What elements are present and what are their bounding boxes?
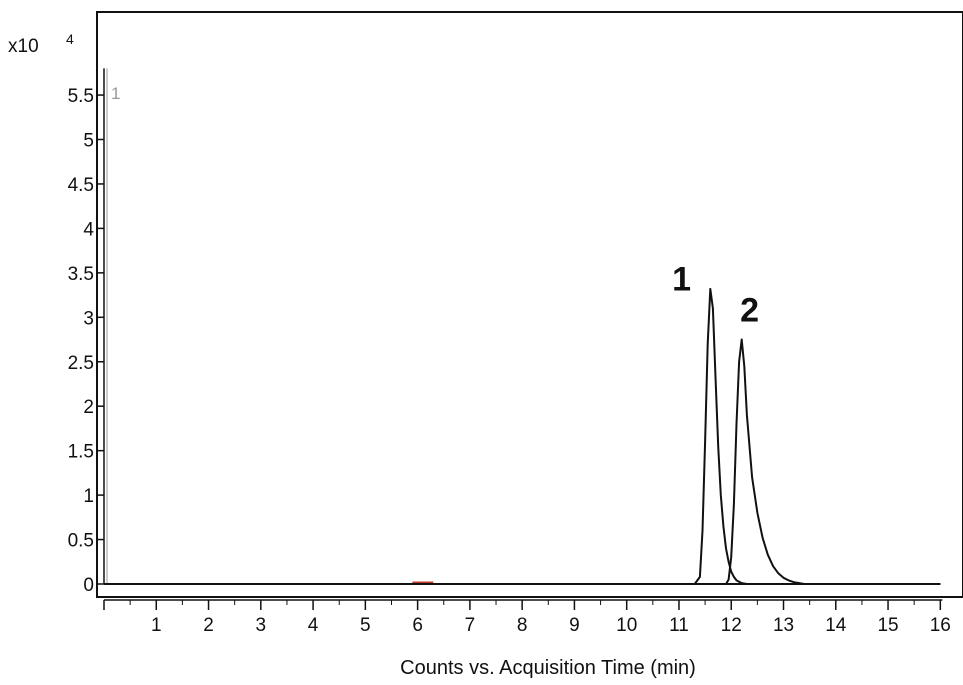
trace-number-label: 1 [111, 84, 120, 103]
y-tick-label: 3 [83, 308, 94, 329]
x-tick-label: 4 [308, 615, 319, 636]
x-tick-label: 3 [256, 615, 267, 636]
y-tick-label: 4 [83, 219, 94, 240]
y-tick-label: 0 [83, 575, 94, 596]
series-line-1 [104, 287, 941, 585]
y-tick-label: 4.5 [68, 175, 94, 196]
x-tick-label: 11 [669, 615, 689, 636]
y-tick-label: 2 [83, 397, 94, 418]
x-axis: 1 2 3 4 5 6 7 8 9 10 11 12 13 14 15 16 [103, 599, 951, 636]
x-tick-label: 15 [877, 615, 898, 636]
x-tick-label: 14 [825, 615, 847, 636]
peak-label-1: 1 [672, 261, 691, 299]
x-tick-label: 13 [773, 615, 794, 636]
x-tick-label: 1 [151, 615, 162, 636]
y-tick-label: 5.5 [68, 86, 94, 107]
x-tick-label: 8 [517, 615, 528, 636]
annotation-layer: 12 [672, 261, 759, 330]
peak-label-2: 2 [740, 292, 759, 330]
x-tick-label: 5 [360, 615, 371, 636]
x-tick-label: 16 [930, 615, 951, 636]
x-axis-title: Counts vs. Acquisition Time (min) [400, 657, 696, 679]
y-tick-label: 5 [83, 131, 94, 152]
plot-frame [96, 11, 963, 598]
y-tick-label: 0.5 [68, 531, 94, 552]
y-axis: 0 0.5 1 1.5 2 2.5 3 3.5 4 4.5 5 5.5 [68, 68, 108, 596]
x-tick-label: 9 [569, 615, 580, 636]
series-line-2 [104, 338, 941, 585]
y-tick-label: 1 [83, 486, 94, 507]
y-exponent-label: 4 [66, 31, 74, 47]
x-tick-label: 2 [203, 615, 214, 636]
x-tick-label: 7 [465, 615, 476, 636]
y-tick-label: 1.5 [68, 442, 94, 463]
y-tick-label: 2.5 [68, 353, 94, 374]
x-tick-label: 12 [721, 615, 742, 636]
y-multiplier-label: x10 [8, 36, 39, 57]
y-tick-label: 3.5 [68, 264, 94, 285]
x-tick-label: 10 [616, 615, 637, 636]
series-layer [104, 287, 941, 585]
x-tick-label: 6 [412, 615, 423, 636]
